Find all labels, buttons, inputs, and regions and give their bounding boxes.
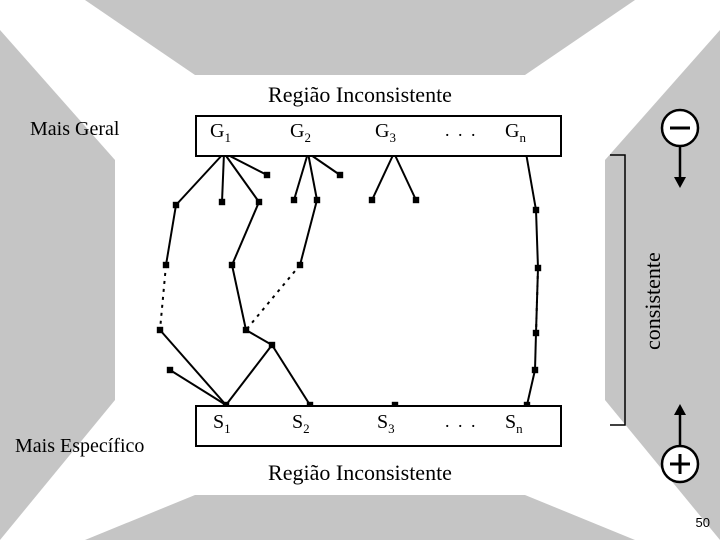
bottom-inconsistent-title: Região Inconsistente (0, 460, 720, 486)
diagram-svg (0, 0, 720, 540)
s-label-2: S2 (292, 411, 310, 437)
s-label-3: S3 (377, 411, 395, 437)
g-label-2: G2 (290, 120, 311, 146)
label-mais-especifico: Mais Específico (15, 435, 144, 458)
label-mais-geral: Mais Geral (30, 118, 119, 141)
top-inconsistent-title: Região Inconsistente (0, 82, 720, 108)
s-dots: . . . (445, 411, 478, 432)
s-label-n: Sn (505, 411, 523, 437)
page-number: 50 (696, 515, 710, 530)
g-label-n: Gn (505, 120, 526, 146)
g-label-1: G1 (210, 120, 231, 146)
g-dots: . . . (445, 120, 478, 141)
g-label-3: G3 (375, 120, 396, 146)
s-label-1: S1 (213, 411, 231, 437)
label-consistente: consistente (640, 252, 666, 350)
